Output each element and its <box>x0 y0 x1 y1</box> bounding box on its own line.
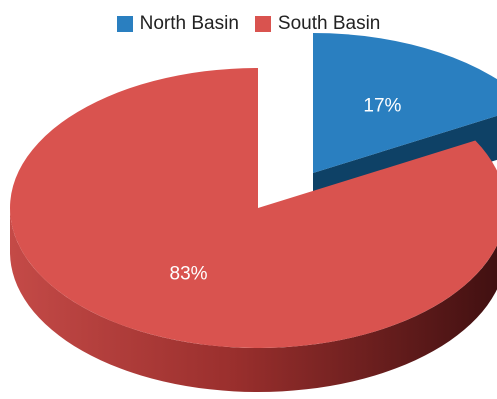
legend-label-north-basin: North Basin <box>139 13 239 34</box>
legend-swatch-south-basin <box>254 16 271 32</box>
legend-label-south-basin: South Basin <box>277 13 381 34</box>
legend-item-north-basin[interactable]: North Basin <box>116 13 239 35</box>
legend: North Basin South Basin <box>0 13 497 35</box>
legend-item-south-basin[interactable]: South Basin <box>254 13 381 35</box>
pie-slice-north-basin <box>313 33 497 173</box>
data-label: 83% <box>170 263 208 284</box>
pie-slice-side <box>10 208 497 392</box>
data-label: 17% <box>363 96 401 117</box>
pie-slice-south-basin <box>10 68 497 348</box>
legend-swatch-north-basin <box>116 16 133 32</box>
